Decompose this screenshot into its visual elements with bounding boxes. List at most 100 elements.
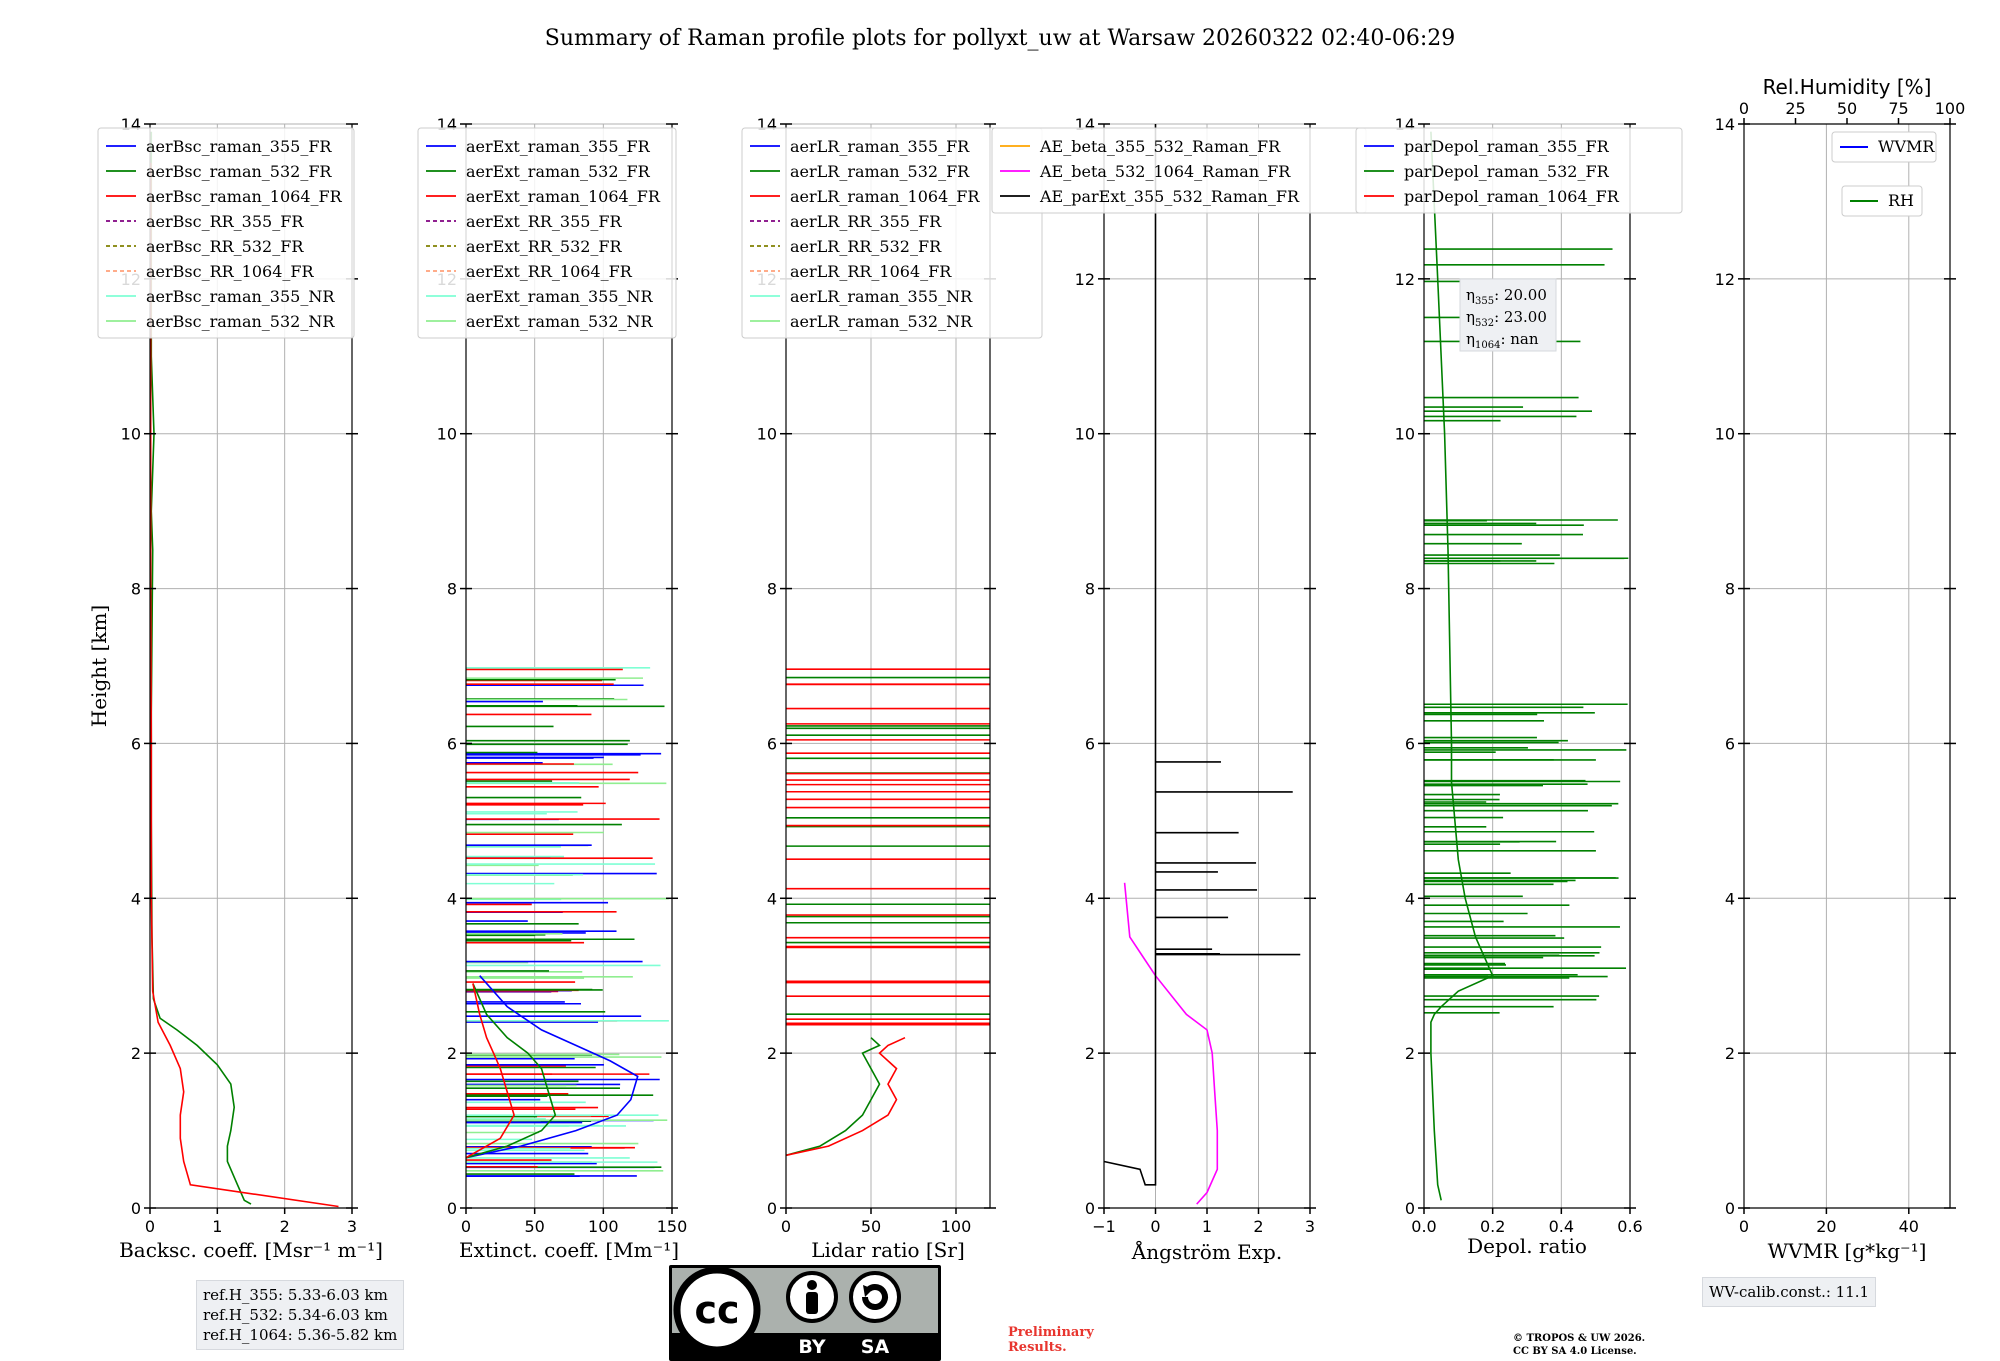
- legend-box: [1355, 127, 1683, 214]
- y-tick-label: 10: [757, 425, 777, 444]
- ref-height-532: ref.H_532: 5.34-6.03 km: [203, 1306, 388, 1324]
- y-tick-label: 10: [437, 425, 457, 444]
- legend-label: aerLR_raman_532_FR: [790, 162, 970, 181]
- cc-icon: [673, 1266, 761, 1354]
- x-axis-label: WVMR [g*kg⁻¹]: [1768, 1239, 1927, 1263]
- by-label: BY: [798, 1336, 825, 1358]
- top-axis-label: Rel.Humidity [%]: [1763, 75, 1932, 99]
- legend-label: aerBsc_RR_355_FR: [146, 212, 304, 231]
- y-tick-label: 10: [121, 425, 141, 444]
- y-tick-label: 4: [1405, 889, 1415, 908]
- top-tick-label: 25: [1785, 99, 1805, 118]
- x-axis-label: Depol. ratio: [1467, 1234, 1587, 1258]
- y-tick-label: 8: [767, 580, 777, 599]
- x-tick-label: 0.0: [1411, 1217, 1436, 1236]
- y-tick-label: 12: [1715, 270, 1735, 289]
- x-tick-label: 0: [1150, 1217, 1160, 1236]
- top-tick-label: 100: [1935, 99, 1966, 118]
- legend-label: aerBsc_raman_355_NR: [146, 287, 335, 306]
- legend-label: parDepol_raman_1064_FR: [1404, 187, 1620, 206]
- x-tick-label: −1: [1092, 1217, 1116, 1236]
- y-tick-label: 0: [767, 1199, 777, 1218]
- y-tick-label: 6: [131, 734, 141, 753]
- legend-label: aerBsc_raman_532_FR: [146, 162, 332, 181]
- y-tick-label: 6: [1405, 734, 1415, 753]
- legend-label: aerLR_RR_355_FR: [790, 212, 942, 231]
- legend-label: aerBsc_RR_532_FR: [146, 237, 304, 256]
- y-tick-label: 12: [1075, 270, 1095, 289]
- eta-annotation-line: η1064: nan: [1466, 330, 1539, 351]
- legend-label: aerExt_raman_355_NR: [466, 287, 654, 306]
- x-tick-label: 2: [1253, 1217, 1263, 1236]
- y-tick-label: 6: [1085, 734, 1095, 753]
- y-tick-label: 4: [1725, 889, 1735, 908]
- eta-annotation-line: η532: 23.00: [1466, 308, 1547, 329]
- y-tick-label: 8: [131, 580, 141, 599]
- legend-label: AE_parExt_355_532_Raman_FR: [1039, 187, 1300, 206]
- legend-label: aerExt_raman_532_NR: [466, 312, 654, 331]
- eta-annotation-line: η355: 20.00: [1466, 286, 1547, 307]
- series-aerExt_raman_1064_FR: [465, 983, 515, 1159]
- ref-height-1064: ref.H_1064: 5.36-5.82 km: [203, 1326, 398, 1344]
- x-tick-label: 40: [1899, 1217, 1919, 1236]
- legend-label: aerBsc_RR_1064_FR: [146, 262, 315, 281]
- x-tick-label: 0.6: [1617, 1217, 1642, 1236]
- y-tick-label: 0: [1085, 1199, 1095, 1218]
- y-tick-label: 6: [767, 734, 777, 753]
- series-aerExt_raman_532_FR: [465, 983, 557, 1159]
- y-tick-label: 8: [1405, 580, 1415, 599]
- legend-label: aerExt_raman_1064_FR: [466, 187, 661, 206]
- x-tick-label: 150: [657, 1217, 688, 1236]
- preliminary-results-note: Preliminary Results.: [1008, 1325, 1094, 1355]
- sa-label: SA: [861, 1336, 890, 1358]
- y-tick-label: 10: [1395, 425, 1415, 444]
- y-tick-label: 2: [1725, 1044, 1735, 1063]
- legend-label: parDepol_raman_532_FR: [1404, 162, 1610, 181]
- eta-annotation-box: [1459, 278, 1557, 352]
- y-tick-label: 12: [1395, 270, 1415, 289]
- top-tick-label: 50: [1837, 99, 1857, 118]
- x-tick-label: 100: [588, 1217, 619, 1236]
- person-body: [806, 1292, 818, 1314]
- y-tick-label: 6: [447, 734, 457, 753]
- legend-label: WVMR: [1878, 137, 1935, 156]
- y-tick-label: 8: [1725, 580, 1735, 599]
- legend-box: [97, 127, 355, 339]
- legend-label: aerLR_RR_1064_FR: [790, 262, 952, 281]
- y-tick-label: 6: [1725, 734, 1735, 753]
- legend-label: aerBsc_raman_355_FR: [146, 137, 332, 156]
- x-tick-label: 1: [212, 1217, 222, 1236]
- y-tick-label: 2: [131, 1044, 141, 1063]
- cc-letters: cc: [694, 1288, 739, 1332]
- legend-label: aerLR_raman_355_FR: [790, 137, 970, 156]
- x-tick-label: 3: [1305, 1217, 1315, 1236]
- series-AE_beta_532_1064_Raman_FR: [1123, 882, 1219, 1205]
- legend-label: aerBsc_raman_1064_FR: [146, 187, 343, 206]
- wv-calibration-constant: WV-calib.const.: 11.1: [1709, 1283, 1870, 1301]
- top-tick-label: 75: [1888, 99, 1908, 118]
- legend-label: AE_beta_532_1064_Raman_FR: [1039, 162, 1291, 181]
- legend-label: aerLR_RR_532_FR: [790, 237, 942, 256]
- x-axis-label: Backsc. coeff. [Msr⁻¹ m⁻¹]: [119, 1238, 383, 1262]
- share-alike-arc: [862, 1284, 888, 1310]
- y-tick-label: 8: [1085, 580, 1095, 599]
- x-tick-label: 0.4: [1549, 1217, 1574, 1236]
- x-tick-label: 20: [1816, 1217, 1836, 1236]
- legend-label: aerLR_raman_532_NR: [790, 312, 973, 331]
- y-tick-label: 0: [1405, 1199, 1415, 1218]
- series-aerBsc_raman_1064_FR: [149, 162, 339, 1208]
- y-tick-label: 10: [1075, 425, 1095, 444]
- x-tick-label: 0: [145, 1217, 155, 1236]
- series-aerLR_raman_1064_FR: [785, 1036, 906, 1157]
- x-axis-label: Ångström Exp.: [1131, 1239, 1282, 1264]
- share-alike-arrow: [863, 1285, 873, 1297]
- legend-label: aerLR_raman_1064_FR: [790, 187, 980, 206]
- y-tick-label: 2: [767, 1044, 777, 1063]
- x-tick-label: 100: [941, 1217, 972, 1236]
- y-tick-label: 10: [1715, 425, 1735, 444]
- series-aerLR_raman_532_FR: [785, 1037, 881, 1157]
- legend-label: RH: [1888, 191, 1914, 210]
